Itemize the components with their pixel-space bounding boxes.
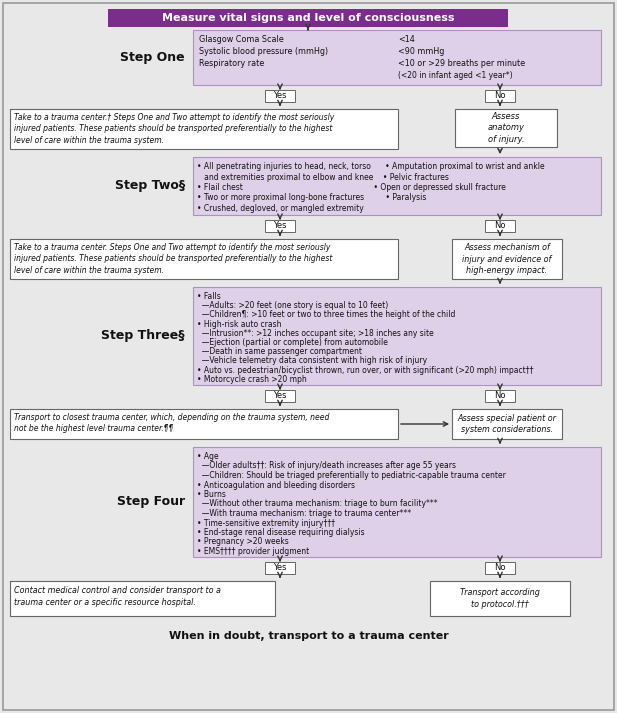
FancyBboxPatch shape [452,409,562,439]
FancyBboxPatch shape [193,157,601,215]
Text: • Time-sensitive extremity injury†††: • Time-sensitive extremity injury††† [197,518,335,528]
Text: Transport to closest trauma center, which, depending on the trauma system, need
: Transport to closest trauma center, whic… [14,413,329,434]
Text: Take to a trauma center.† Steps One and Two attempt to identify the most serious: Take to a trauma center.† Steps One and … [14,113,334,145]
Text: Systolic blood pressure (mmHg): Systolic blood pressure (mmHg) [199,47,328,56]
Text: Measure vital signs and level of consciousness: Measure vital signs and level of conscio… [162,13,454,23]
Text: —Children: Should be triaged preferentially to pediatric-capable trauma center: —Children: Should be triaged preferentia… [197,471,506,480]
FancyBboxPatch shape [265,562,295,574]
FancyBboxPatch shape [193,30,601,85]
Text: Respiratory rate: Respiratory rate [199,59,264,68]
Text: Transport according
to protocol.†††: Transport according to protocol.††† [460,588,540,609]
FancyBboxPatch shape [10,239,398,279]
Text: No: No [494,222,506,230]
Text: Assess special patient or
system considerations.: Assess special patient or system conside… [458,414,557,434]
FancyBboxPatch shape [455,109,557,147]
FancyBboxPatch shape [10,581,275,616]
Text: • High-risk auto crash: • High-risk auto crash [197,319,281,329]
Text: No: No [494,563,506,573]
Text: —Children¶: >10 feet or two to three times the height of the child: —Children¶: >10 feet or two to three tim… [197,310,455,319]
Text: —Without other trauma mechanism: triage to burn facility***: —Without other trauma mechanism: triage … [197,500,437,508]
FancyBboxPatch shape [193,447,601,557]
Text: Step Three§: Step Three§ [101,329,185,342]
Text: —Intrusion**: >12 inches occupant site; >18 inches any site: —Intrusion**: >12 inches occupant site; … [197,329,434,338]
Text: (<20 in infant aged <1 year*): (<20 in infant aged <1 year*) [398,71,513,80]
Text: When in doubt, transport to a trauma center: When in doubt, transport to a trauma cen… [168,631,449,641]
Text: • Falls: • Falls [197,292,221,301]
Text: —Ejection (partial or complete) from automobile: —Ejection (partial or complete) from aut… [197,338,388,347]
Text: Yes: Yes [273,222,287,230]
FancyBboxPatch shape [452,239,562,279]
Text: Contact medical control and consider transport to a
trauma center or a specific : Contact medical control and consider tra… [14,586,221,607]
Text: Glasgow Coma Scale: Glasgow Coma Scale [199,35,284,44]
Text: Take to a trauma center. Steps One and Two attempt to identify the most seriousl: Take to a trauma center. Steps One and T… [14,243,333,275]
Text: • Age: • Age [197,452,218,461]
FancyBboxPatch shape [485,390,515,402]
Text: <90 mmHg: <90 mmHg [398,47,444,56]
Text: • EMS†††† provider judgment: • EMS†††† provider judgment [197,547,309,556]
FancyBboxPatch shape [10,109,398,149]
Text: • End-stage renal disease requiring dialysis: • End-stage renal disease requiring dial… [197,528,365,537]
Text: Yes: Yes [273,91,287,101]
Text: <14: <14 [398,35,415,44]
Text: Assess mechanism of
injury and evidence of
high-energy impact.: Assess mechanism of injury and evidence … [462,243,552,275]
Text: —Vehicle telemetry data consistent with high risk of injury: —Vehicle telemetry data consistent with … [197,356,427,365]
Text: Yes: Yes [273,391,287,401]
FancyBboxPatch shape [430,581,570,616]
FancyBboxPatch shape [485,562,515,574]
Text: Assess
anatomy
of injury.: Assess anatomy of injury. [487,113,524,143]
Text: • Two or more proximal long-bone fractures         • Paralysis: • Two or more proximal long-bone fractur… [197,193,426,202]
Text: • Crushed, degloved, or mangled extremity: • Crushed, degloved, or mangled extremit… [197,204,364,213]
Text: • Auto vs. pedestrian/bicyclist thrown, run over, or with significant (>20 mph) : • Auto vs. pedestrian/bicyclist thrown, … [197,366,534,374]
Text: No: No [494,91,506,101]
Text: Step Four: Step Four [117,496,185,508]
Text: • Motorcycle crash >20 mph: • Motorcycle crash >20 mph [197,375,307,384]
Text: Yes: Yes [273,563,287,573]
FancyBboxPatch shape [10,409,398,439]
Text: —Adults: >20 feet (one story is equal to 10 feet): —Adults: >20 feet (one story is equal to… [197,301,388,310]
Text: Step Two§: Step Two§ [115,180,185,193]
Text: No: No [494,391,506,401]
Text: —Death in same passenger compartment: —Death in same passenger compartment [197,347,362,356]
Text: • Anticoagulation and bleeding disorders: • Anticoagulation and bleeding disorders [197,481,355,490]
Text: • Burns: • Burns [197,490,226,499]
Text: —With trauma mechanism: triage to trauma center***: —With trauma mechanism: triage to trauma… [197,509,411,518]
Text: <10 or >29 breaths per minute: <10 or >29 breaths per minute [398,59,525,68]
FancyBboxPatch shape [265,220,295,232]
Text: and extremities proximal to elbow and knee    • Pelvic fractures: and extremities proximal to elbow and kn… [197,173,449,182]
Text: • Flail chest                                                       • Open or de: • Flail chest • Open or de [197,183,506,192]
FancyBboxPatch shape [265,90,295,102]
FancyBboxPatch shape [485,90,515,102]
FancyBboxPatch shape [265,390,295,402]
FancyBboxPatch shape [193,287,601,385]
Text: —Older adults††: Risk of injury/death increases after age 55 years: —Older adults††: Risk of injury/death in… [197,461,456,471]
Text: • All penetrating injuries to head, neck, torso      • Amputation proximal to wr: • All penetrating injuries to head, neck… [197,162,545,171]
Text: Step One: Step One [120,51,185,64]
FancyBboxPatch shape [108,9,508,27]
Text: • Pregnancy >20 weeks: • Pregnancy >20 weeks [197,538,289,546]
FancyBboxPatch shape [485,220,515,232]
